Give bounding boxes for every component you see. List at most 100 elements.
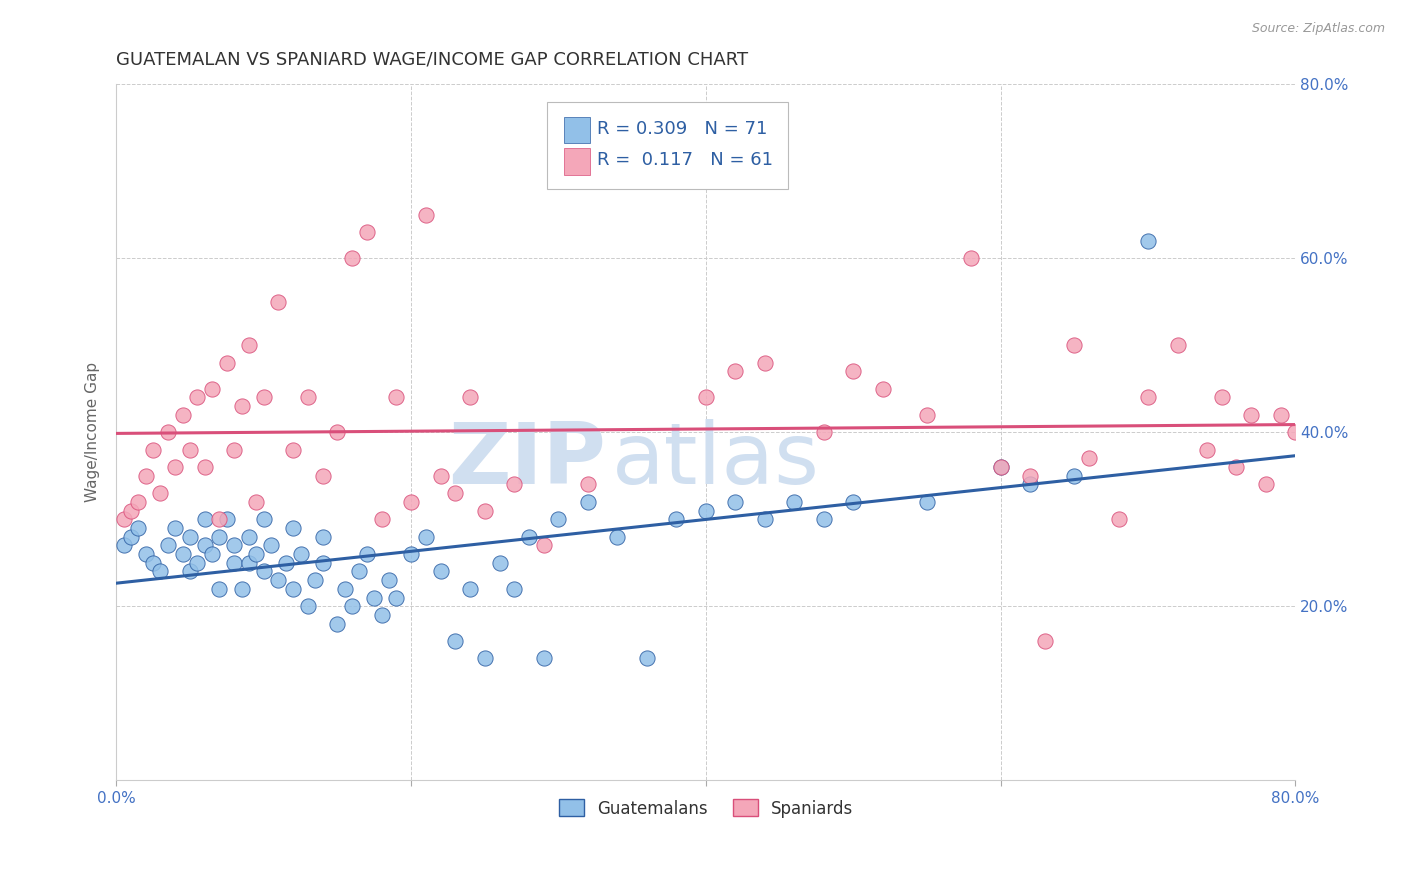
Point [444, 634, 467, 648]
Legend: Guatemalans, Spaniards: Guatemalans, Spaniards [553, 793, 860, 824]
Point [238, 530, 260, 544]
Point [172, 547, 194, 561]
Text: R = 0.309   N = 71: R = 0.309 N = 71 [598, 120, 768, 137]
Text: ZIP: ZIP [449, 418, 606, 501]
Point [724, 364, 747, 378]
Point [915, 408, 938, 422]
Point [142, 556, 165, 570]
Point [208, 512, 231, 526]
Point [349, 565, 371, 579]
Point [142, 442, 165, 457]
Point [224, 442, 246, 457]
Point [754, 512, 776, 526]
Point [872, 382, 894, 396]
Point [488, 556, 510, 570]
Point [201, 547, 224, 561]
Point [340, 599, 363, 614]
Point [135, 547, 157, 561]
Point [842, 495, 865, 509]
Point [576, 495, 599, 509]
Point [547, 512, 569, 526]
Point [238, 556, 260, 570]
Point [179, 565, 201, 579]
Point [311, 556, 333, 570]
Point [215, 355, 238, 369]
Text: R =  0.117   N = 61: R = 0.117 N = 61 [598, 151, 773, 169]
Point [179, 530, 201, 544]
Point [665, 512, 688, 526]
Point [399, 495, 422, 509]
Point [281, 521, 304, 535]
Point [1137, 391, 1160, 405]
Point [458, 391, 481, 405]
Point [194, 512, 217, 526]
Point [253, 512, 276, 526]
Point [112, 538, 135, 552]
Point [224, 538, 246, 552]
Point [385, 391, 408, 405]
Point [370, 512, 392, 526]
Point [370, 607, 392, 622]
Point [172, 408, 194, 422]
Point [695, 503, 717, 517]
Point [127, 521, 149, 535]
Point [576, 477, 599, 491]
Point [311, 530, 333, 544]
Point [267, 294, 290, 309]
Point [340, 251, 363, 265]
Point [231, 582, 253, 596]
Point [1108, 512, 1130, 526]
Point [754, 355, 776, 369]
Point [1254, 477, 1277, 491]
Point [960, 251, 983, 265]
Point [533, 651, 555, 665]
Point [165, 460, 187, 475]
Point [813, 512, 835, 526]
Point [127, 495, 149, 509]
Point [149, 486, 172, 500]
Point [333, 582, 356, 596]
Point [429, 565, 451, 579]
Text: atlas: atlas [612, 418, 820, 501]
Point [297, 391, 319, 405]
Point [1019, 477, 1042, 491]
Point [281, 442, 304, 457]
Point [1270, 408, 1292, 422]
Point [290, 547, 312, 561]
Point [135, 468, 157, 483]
Point [112, 512, 135, 526]
Point [1211, 391, 1233, 405]
Point [1033, 634, 1056, 648]
Point [415, 530, 437, 544]
Point [378, 573, 401, 587]
Point [636, 651, 658, 665]
Point [606, 530, 628, 544]
Point [253, 565, 276, 579]
Point [1137, 234, 1160, 248]
Point [297, 599, 319, 614]
Point [399, 547, 422, 561]
Point [990, 460, 1012, 475]
Point [194, 460, 217, 475]
Point [1063, 468, 1085, 483]
Point [1019, 468, 1042, 483]
Point [1063, 338, 1085, 352]
FancyBboxPatch shape [547, 102, 789, 188]
Point [201, 382, 224, 396]
Point [356, 225, 378, 239]
Point [1195, 442, 1218, 457]
Point [517, 530, 540, 544]
Point [474, 503, 496, 517]
Bar [564, 117, 591, 144]
Point [156, 425, 179, 440]
Point [1078, 451, 1101, 466]
Point [444, 486, 467, 500]
Point [165, 521, 187, 535]
Point [120, 530, 142, 544]
Point [260, 538, 283, 552]
Point [208, 582, 231, 596]
Point [385, 591, 408, 605]
Point [1225, 460, 1247, 475]
Point [356, 547, 378, 561]
Point [458, 582, 481, 596]
